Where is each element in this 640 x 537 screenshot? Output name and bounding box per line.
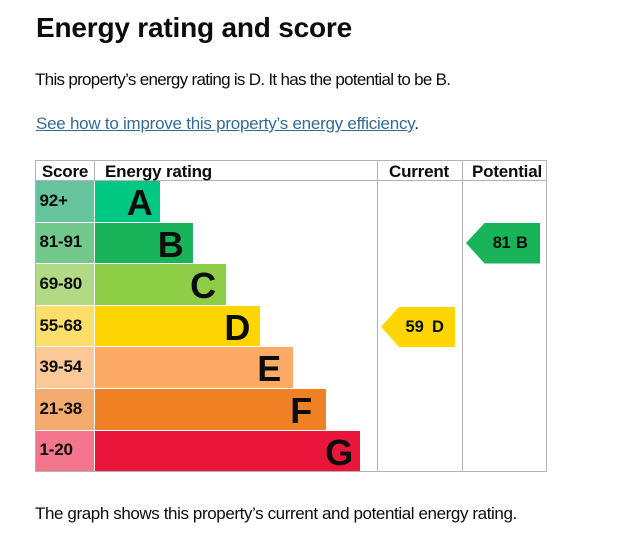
svg-text:D: D	[432, 318, 444, 336]
svg-text:81: 81	[492, 234, 510, 252]
svg-text:B: B	[516, 234, 528, 252]
svg-text:59: 59	[406, 318, 424, 336]
